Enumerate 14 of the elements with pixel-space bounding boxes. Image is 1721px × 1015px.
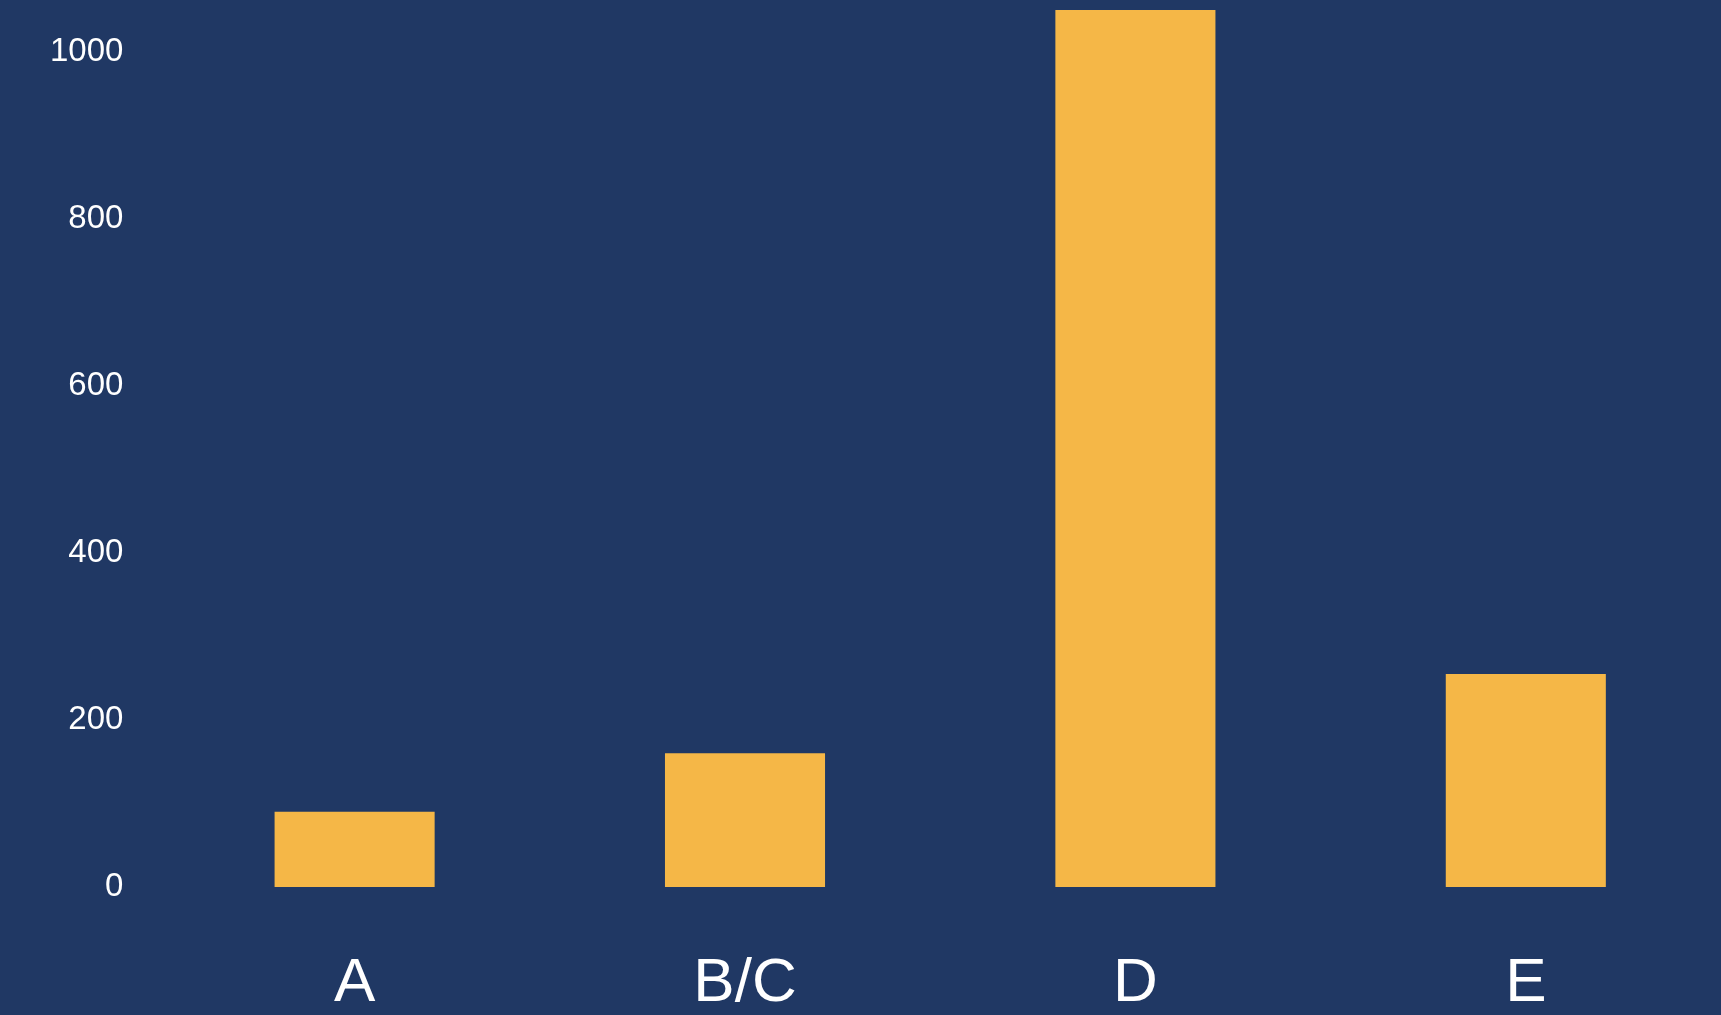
x-tick-label: A [333,945,376,1015]
bar [1055,10,1216,887]
y-tick-label: 200 [68,699,124,737]
bar [274,811,435,887]
x-tick-label: D [1113,945,1158,1015]
x-tick-label: B/C [693,945,797,1015]
x-tick-label: E [1505,945,1547,1015]
bar [664,753,826,887]
y-tick-label: 800 [68,197,124,235]
y-tick-label: 0 [105,866,124,904]
bar [1445,674,1606,887]
y-tick-label: 1000 [49,30,124,68]
y-tick-label: 600 [68,364,124,402]
y-tick-label: 400 [68,532,124,569]
